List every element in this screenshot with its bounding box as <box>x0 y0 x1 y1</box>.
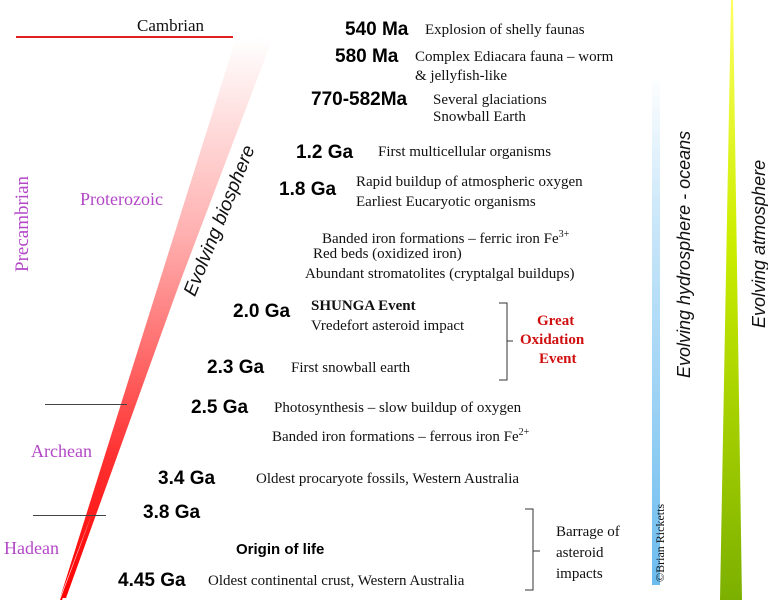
vredefort-impact: Vredefort asteroid impact <box>311 318 465 334</box>
stromatolites: Abundant stromatolites (cryptalgal build… <box>305 266 575 282</box>
precambrian-label: Precambrian <box>12 175 33 272</box>
biosphere-wedge-main <box>60 38 272 598</box>
great-oxidation-3: Event <box>539 351 577 367</box>
event-text-2-3: First snowball earth <box>291 360 411 376</box>
event-age-2-0: 2.0 Ga <box>233 301 291 322</box>
event-age-1-2: 1.2 Ga <box>296 142 354 163</box>
great-oxidation-bracket <box>499 302 513 381</box>
asteroid-bracket <box>525 508 540 591</box>
event-text-1-2: First multicellular organisms <box>378 144 552 160</box>
event-text-580-b: & jellyfish-like <box>415 68 508 84</box>
hadean-top-line <box>33 515 106 516</box>
atmosphere-wedge <box>720 0 742 600</box>
asteroid-2: asteroid <box>556 545 604 561</box>
hydrosphere-bar <box>652 75 660 585</box>
red-beds: Red beds (oxidized iron) <box>313 246 462 262</box>
event-text-3-4: Oldest procaryote fossils, Western Austr… <box>256 471 520 487</box>
asteroid-3: impacts <box>556 566 603 582</box>
event-age-770: 770-582Ma <box>311 89 408 110</box>
proterozoic-label: Proterozoic <box>80 189 163 209</box>
event-text-1-8-a: Rapid buildup of atmospheric oxygen <box>356 174 583 190</box>
great-oxidation-2: Oxidation <box>520 332 585 348</box>
event-age-4-45: 4.45 Ga <box>118 570 186 591</box>
ferrous-superscript: 2+ <box>518 427 530 438</box>
event-age-2-5: 2.5 Ga <box>191 397 249 418</box>
event-text-580-a: Complex Ediacara fauna – worm <box>415 49 614 65</box>
archean-label: Archean <box>31 441 92 461</box>
event-text-770-b: Snowball Earth <box>433 109 526 125</box>
archean-top-line <box>45 404 127 405</box>
banded-iron-ferric-text: Banded iron formations – ferric iron Fe <box>322 231 559 247</box>
great-oxidation-1: Great <box>537 313 575 329</box>
event-text-4-45: Oldest continental crust, Western Austra… <box>208 573 465 589</box>
hydrosphere-label: Evolving hydrosphere - oceans <box>674 130 694 378</box>
atmosphere-label: Evolving atmosphere <box>749 159 768 328</box>
event-age-1-8: 1.8 Ga <box>279 179 337 200</box>
shunga-event: SHUNGA Event <box>311 298 416 314</box>
event-text-2-5-a: Photosynthesis – slow buildup of oxygen <box>274 400 522 416</box>
banded-iron-ferric: Banded iron formations – ferric iron Fe3… <box>322 226 569 248</box>
ferric-superscript: 3+ <box>558 229 570 240</box>
banded-iron-ferrous-text: Banded iron formations – ferrous iron Fe <box>272 429 519 445</box>
event-age-580: 580 Ma <box>335 46 399 67</box>
event-age-540: 540 Ma <box>345 19 409 40</box>
event-text-1-8-b: Earliest Eucaryotic organisms <box>356 194 536 210</box>
cambrian-label: Cambrian <box>137 16 205 35</box>
event-age-3-8: 3.8 Ga <box>143 502 201 523</box>
event-text-770-a: Several glaciations <box>433 92 547 108</box>
event-age-2-3: 2.3 Ga <box>207 357 265 378</box>
event-text-540: Explosion of shelly faunas <box>425 22 585 38</box>
credit-label: ©Brian Ricketts <box>653 503 667 582</box>
event-age-3-4: 3.4 Ga <box>158 468 216 489</box>
event-text-2-5-b: Banded iron formations – ferrous iron Fe… <box>272 424 529 446</box>
origin-of-life: Origin of life <box>236 541 325 558</box>
hadean-label: Hadean <box>4 538 59 558</box>
asteroid-1: Barrage of <box>556 524 620 540</box>
